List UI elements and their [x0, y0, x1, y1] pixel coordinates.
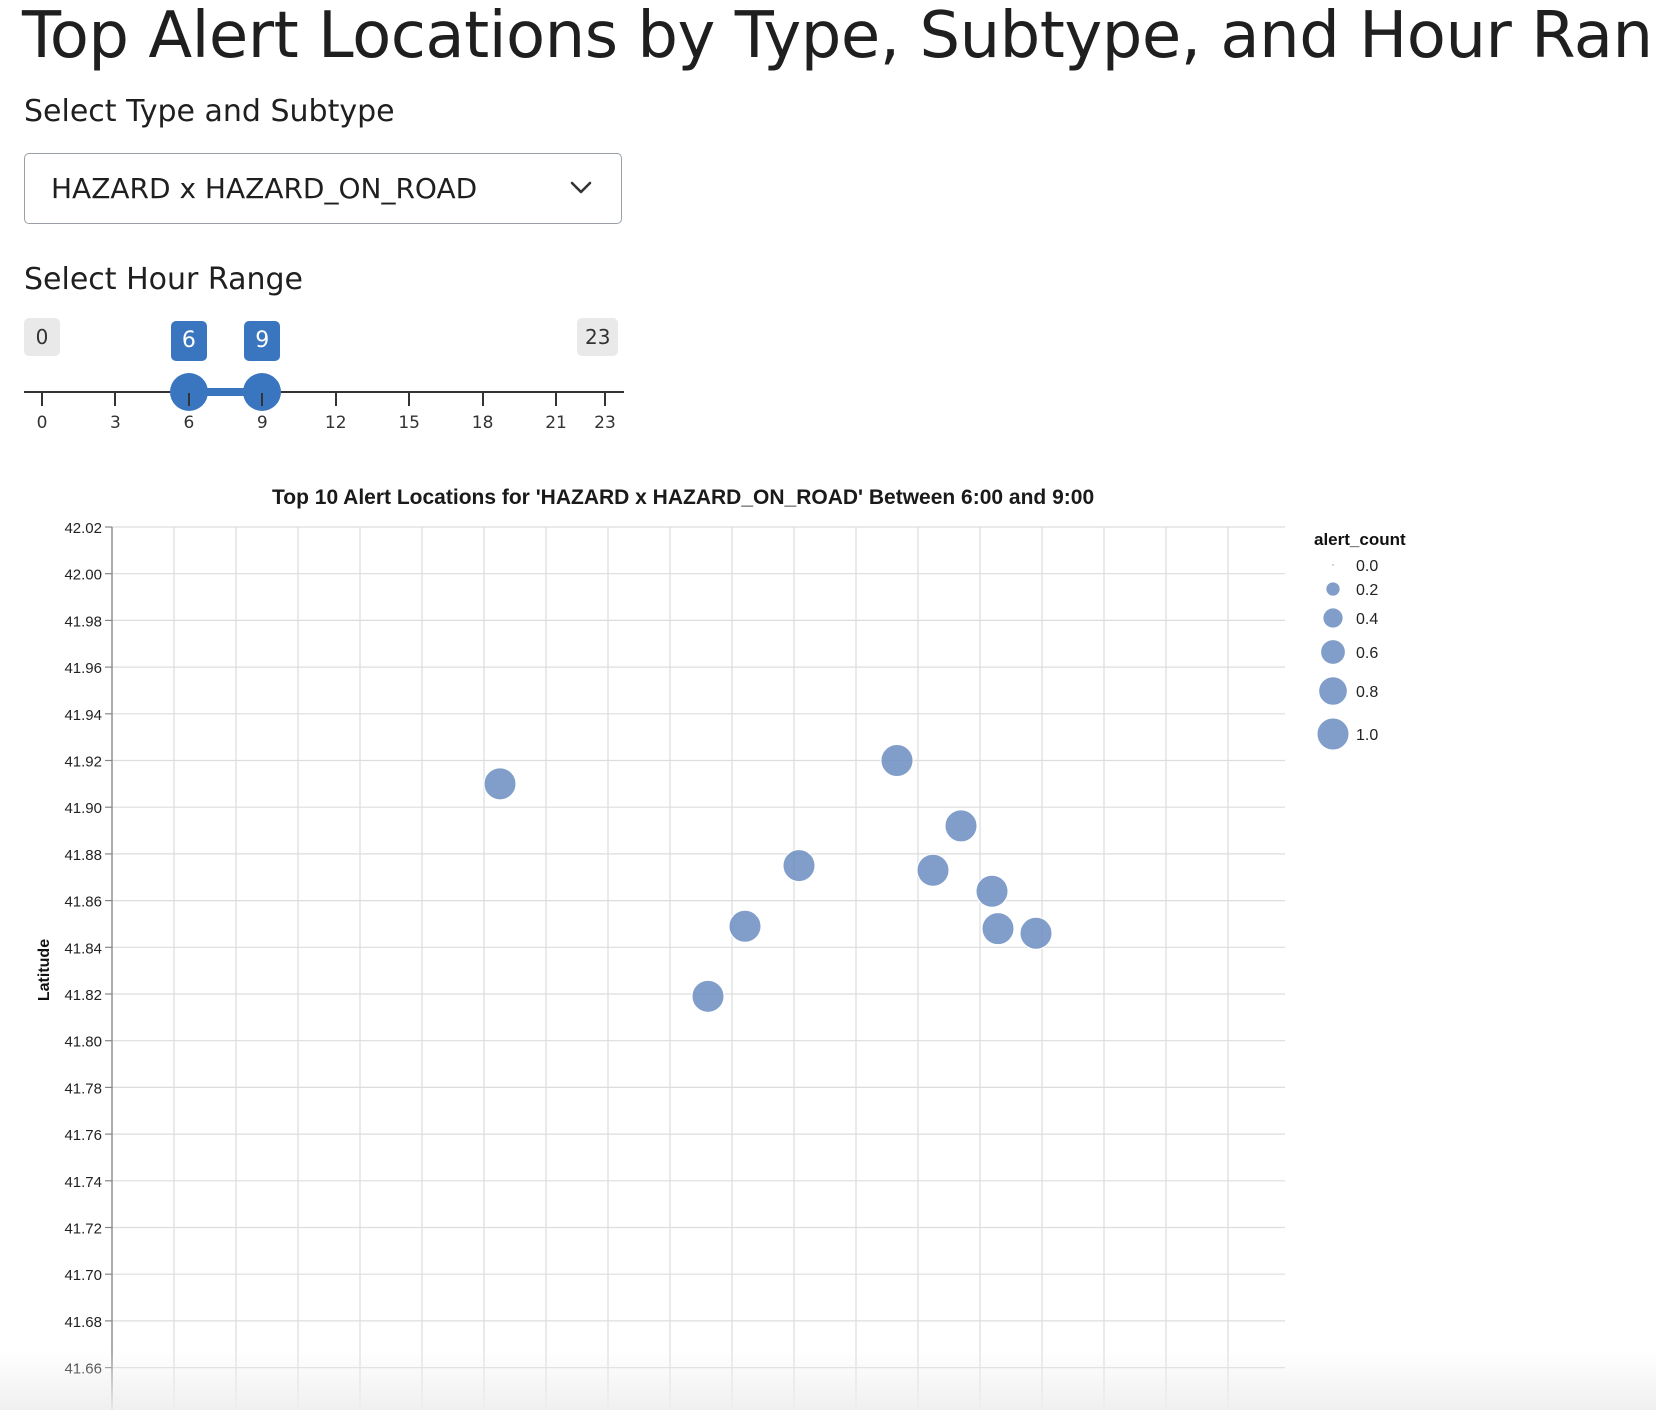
type-select-label: Select Type and Subtype: [24, 94, 395, 129]
slider-tick-label: 15: [398, 413, 420, 433]
legend-symbol: [1318, 676, 1348, 706]
y-tick-label: 41.66: [64, 1361, 102, 1378]
y-tick-label: 41.96: [64, 660, 102, 677]
type-subtype-select[interactable]: HAZARD x HAZARD_ON_ROAD: [24, 153, 622, 224]
data-point: [975, 874, 1009, 908]
slider-tick: [114, 393, 117, 406]
slider-selected-range: [188, 388, 263, 396]
y-tick-label: 41.68: [64, 1314, 102, 1331]
data-point: [782, 849, 816, 883]
slider-tick-label: 23: [594, 413, 616, 433]
legend-label: 0.8: [1356, 684, 1378, 701]
data-point: [981, 912, 1015, 946]
y-axis-label: Latitude: [36, 939, 53, 1001]
legend-label: 0.0: [1356, 558, 1378, 575]
legend-label: 0.2: [1356, 582, 1378, 599]
slider-tick: [261, 393, 264, 406]
slider-max-badge: 23: [577, 318, 619, 356]
slider-tick-label: 12: [324, 413, 347, 433]
slider-tick: [555, 393, 558, 406]
y-tick-label: 41.94: [64, 707, 102, 724]
legend-symbol: [1331, 563, 1335, 567]
legend-symbol: [1316, 717, 1350, 751]
slider-tick-label: 21: [545, 413, 567, 433]
slider-tick-label: 0: [36, 413, 48, 433]
slider-min-badge: 0: [24, 318, 60, 356]
y-tick-label: 42.02: [64, 520, 102, 537]
legend-label: 1.0: [1356, 727, 1378, 744]
slider-tick: [408, 393, 411, 406]
hour-range-slider[interactable]: 0 23 6 9 0 3 6 9 12 15 18 21 23: [0, 318, 640, 438]
slider-tick: [481, 393, 484, 406]
page-title: Top Alert Locations by Type, Subtype, an…: [22, 0, 1656, 73]
chevron-down-icon: [570, 181, 592, 194]
y-tick-label: 41.76: [64, 1127, 102, 1144]
y-tick-label: 41.88: [64, 847, 102, 864]
y-tick-label: 41.74: [64, 1174, 102, 1191]
slider-tick-label: 3: [110, 413, 121, 433]
y-tick-label: 41.82: [64, 987, 102, 1004]
y-tick-label: 41.70: [64, 1267, 102, 1284]
y-tick-label: 41.98: [64, 613, 102, 630]
slider-tick: [604, 393, 606, 406]
legend-label: 0.6: [1356, 645, 1378, 662]
slider-tick-label: 18: [471, 413, 494, 433]
y-tick-label: 41.84: [64, 940, 102, 957]
data-point: [916, 853, 950, 887]
hour-range-label: Select Hour Range: [24, 262, 303, 297]
slider-tick-label: 9: [256, 413, 268, 433]
data-point: [483, 767, 517, 801]
data-point: [728, 909, 762, 943]
slider-tick: [334, 393, 337, 406]
chart-title: Top 10 Alert Locations for 'HAZARD x HAZ…: [272, 486, 1095, 509]
slider-tick-label: 6: [183, 413, 195, 433]
slider-tick: [187, 393, 190, 406]
y-tick-label: 42.00: [64, 567, 102, 584]
legend-label: 0.4: [1356, 611, 1378, 628]
y-tick-label: 41.80: [64, 1034, 102, 1051]
select-value: HAZARD x HAZARD_ON_ROAD: [51, 172, 478, 205]
legend-symbol: [1322, 607, 1344, 629]
slider-track[interactable]: [24, 391, 624, 393]
data-point: [1019, 916, 1053, 950]
legend-symbol: [1325, 581, 1341, 597]
y-tick-label: 41.78: [64, 1080, 102, 1097]
slider-from-badge: 6: [170, 321, 207, 361]
slider-to-badge: 9: [244, 321, 281, 361]
y-tick-label: 41.92: [64, 754, 102, 771]
slider-tick: [41, 393, 43, 406]
legend-symbol: [1320, 639, 1346, 665]
data-point: [944, 809, 978, 843]
y-tick-label: 41.86: [64, 894, 102, 911]
legend-title: alert_count: [1314, 530, 1406, 549]
y-tick-label: 41.90: [64, 800, 102, 817]
data-point: [880, 744, 914, 777]
data-point: [691, 979, 725, 1013]
y-tick-label: 41.72: [64, 1221, 102, 1238]
